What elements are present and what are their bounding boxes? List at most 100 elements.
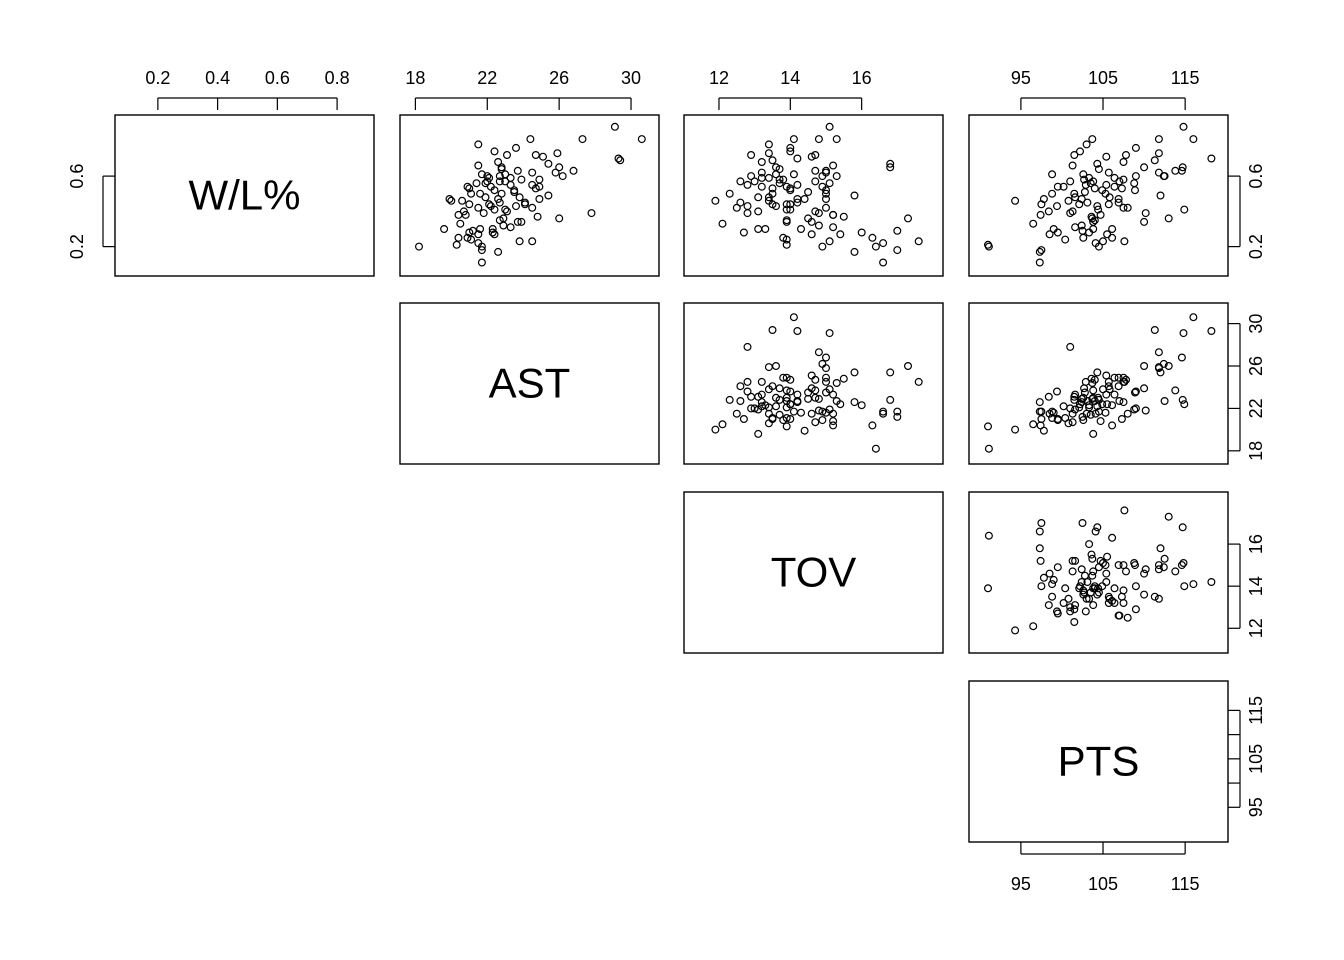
data-point-pts-vs-tov-62 xyxy=(1068,556,1077,565)
data-point-pts-vs-w-l-39 xyxy=(1156,191,1165,200)
data-point-pts-vs-ast-33 xyxy=(1037,415,1046,424)
data-point-ast-vs-w-l-15 xyxy=(476,225,485,234)
top-tick-label-tov: 14 xyxy=(780,68,800,88)
data-point-pts-vs-w-l-20 xyxy=(1089,217,1098,226)
data-point-pts-vs-w-l-18 xyxy=(1077,221,1086,230)
data-point-tov-vs-w-l-37 xyxy=(821,195,830,204)
data-point-pts-vs-ast-37 xyxy=(1114,373,1123,382)
data-point-tov-vs-w-l-13 xyxy=(857,228,866,237)
data-point-pts-vs-tov-18 xyxy=(1077,565,1086,574)
data-point-pts-vs-ast-72 xyxy=(1082,409,1091,418)
data-point-tov-vs-ast-8 xyxy=(914,377,923,386)
data-point-tov-vs-ast-54 xyxy=(747,404,756,413)
data-point-tov-vs-ast-10 xyxy=(868,421,877,430)
data-point-pts-vs-tov-27 xyxy=(1044,601,1053,610)
data-point-ast-vs-w-l-26 xyxy=(459,207,468,216)
data-point-ast-vs-w-l-86 xyxy=(528,180,537,189)
data-point-tov-vs-w-l-57 xyxy=(789,170,798,179)
data-point-tov-vs-ast-22 xyxy=(903,362,912,371)
data-point-tov-vs-w-l-80 xyxy=(743,209,752,218)
data-point-ast-vs-w-l-6 xyxy=(474,239,483,248)
data-point-pts-vs-w-l-54 xyxy=(1131,172,1140,181)
data-point-tov-vs-w-l-102 xyxy=(782,200,791,209)
data-point-ast-vs-w-l-61 xyxy=(555,163,564,172)
data-point-tov-vs-w-l-11 xyxy=(836,230,845,239)
data-point-tov-vs-w-l-3 xyxy=(871,242,880,251)
right-tick-label-ast: 30 xyxy=(1246,314,1266,334)
data-point-pts-vs-tov-47 xyxy=(1102,577,1111,586)
data-point-tov-vs-w-l-52 xyxy=(779,175,788,184)
data-point-pts-vs-ast-82 xyxy=(1108,401,1117,410)
data-point-pts-vs-tov-0 xyxy=(1035,527,1044,536)
data-point-pts-vs-w-l-77 xyxy=(1110,173,1119,182)
data-point-pts-vs-w-l-31 xyxy=(1052,202,1061,211)
panel-frame-w-l-w-l xyxy=(114,114,375,277)
data-point-pts-vs-ast-89 xyxy=(1160,397,1169,406)
data-point-ast-vs-w-l-35 xyxy=(447,196,456,205)
data-point-pts-vs-w-l-81 xyxy=(1140,217,1149,226)
data-point-tov-vs-w-l-72 xyxy=(764,140,773,149)
data-point-ast-vs-w-l-54 xyxy=(483,172,492,181)
bottom-tick-label: 115 xyxy=(1171,874,1200,894)
data-point-ast-vs-w-l-39 xyxy=(544,191,553,200)
data-point-pts-vs-w-l-96 xyxy=(1053,228,1062,237)
data-point-ast-vs-w-l-77 xyxy=(506,173,515,182)
data-point-tov-vs-ast-18 xyxy=(814,394,823,403)
data-point-tov-vs-w-l-82 xyxy=(761,225,770,234)
data-point-pts-vs-ast-68 xyxy=(1070,392,1079,401)
data-point-ast-vs-w-l-52 xyxy=(535,175,544,184)
data-point-ast-vs-w-l-70 xyxy=(490,147,499,156)
data-point-tov-vs-w-l-14 xyxy=(893,226,902,235)
data-point-pts-vs-w-l-19 xyxy=(1029,219,1038,228)
data-point-pts-vs-ast-81 xyxy=(1140,384,1149,393)
data-point-pts-vs-w-l-100 xyxy=(1088,214,1097,223)
data-point-tov-vs-w-l-98 xyxy=(775,175,784,184)
data-point-tov-vs-w-l-92 xyxy=(750,177,759,186)
data-point-pts-vs-tov-92 xyxy=(1066,603,1075,612)
data-point-pts-vs-tov-69 xyxy=(1154,594,1163,603)
data-point-pts-vs-tov-24 xyxy=(1096,556,1105,565)
data-point-tov-vs-ast-96 xyxy=(739,415,748,424)
data-point-pts-vs-ast-56 xyxy=(1079,393,1088,402)
data-point-pts-vs-w-l-37 xyxy=(1114,195,1123,204)
data-point-pts-vs-w-l-103 xyxy=(1110,182,1119,191)
data-point-pts-vs-w-l-65 xyxy=(1150,156,1159,165)
data-point-tov-vs-ast-31 xyxy=(743,387,752,396)
data-point-tov-vs-w-l-29 xyxy=(732,203,741,212)
data-point-pts-vs-ast-61 xyxy=(1140,362,1149,371)
data-point-tov-vs-w-l-39 xyxy=(850,191,859,200)
data-point-pts-vs-w-l-97 xyxy=(1130,186,1139,195)
bottom-tick-label: 95 xyxy=(1011,874,1031,894)
data-point-pts-vs-w-l-101 xyxy=(1154,168,1163,177)
data-point-tov-vs-w-l-66 xyxy=(793,154,802,163)
data-point-pts-vs-w-l-88 xyxy=(1094,205,1103,214)
data-point-ast-vs-w-l-16 xyxy=(440,225,449,234)
data-point-pts-vs-tov-41 xyxy=(1048,592,1057,601)
data-point-pts-vs-w-l-93 xyxy=(1178,163,1187,172)
data-point-pts-vs-w-l-27 xyxy=(1044,207,1053,216)
data-point-pts-vs-tov-79 xyxy=(1114,611,1123,620)
data-point-ast-vs-w-l-50 xyxy=(495,177,504,186)
data-point-pts-vs-tov-55 xyxy=(1159,563,1168,572)
data-point-tov-vs-ast-77 xyxy=(757,390,766,399)
data-point-pts-vs-w-l-42 xyxy=(1080,188,1089,197)
top-tick-label-ast: 18 xyxy=(405,68,425,88)
data-point-pts-vs-w-l-26 xyxy=(1068,207,1077,216)
data-point-pts-vs-w-l-22 xyxy=(1164,214,1173,223)
data-point-ast-vs-w-l-71 xyxy=(511,143,520,152)
top-tick-label-w-l: 0.6 xyxy=(265,68,290,88)
data-point-tov-vs-ast-65 xyxy=(768,326,777,335)
panel-frame-pts-pts xyxy=(968,680,1229,843)
data-point-pts-vs-w-l-0 xyxy=(1035,258,1044,267)
data-point-pts-vs-ast-95 xyxy=(1121,375,1130,384)
data-point-pts-vs-ast-75 xyxy=(1189,313,1198,322)
data-point-pts-vs-ast-70 xyxy=(1075,400,1084,409)
data-point-pts-vs-ast-46 xyxy=(1059,402,1068,411)
data-point-pts-vs-tov-12 xyxy=(1045,569,1054,578)
data-point-ast-vs-w-l-82 xyxy=(488,225,497,234)
data-point-pts-vs-tov-103 xyxy=(1110,584,1119,593)
data-point-tov-vs-ast-97 xyxy=(821,388,830,397)
data-point-pts-vs-tov-93 xyxy=(1178,523,1187,532)
data-point-pts-vs-ast-49 xyxy=(1130,405,1139,414)
data-point-tov-vs-ast-87 xyxy=(821,408,830,417)
